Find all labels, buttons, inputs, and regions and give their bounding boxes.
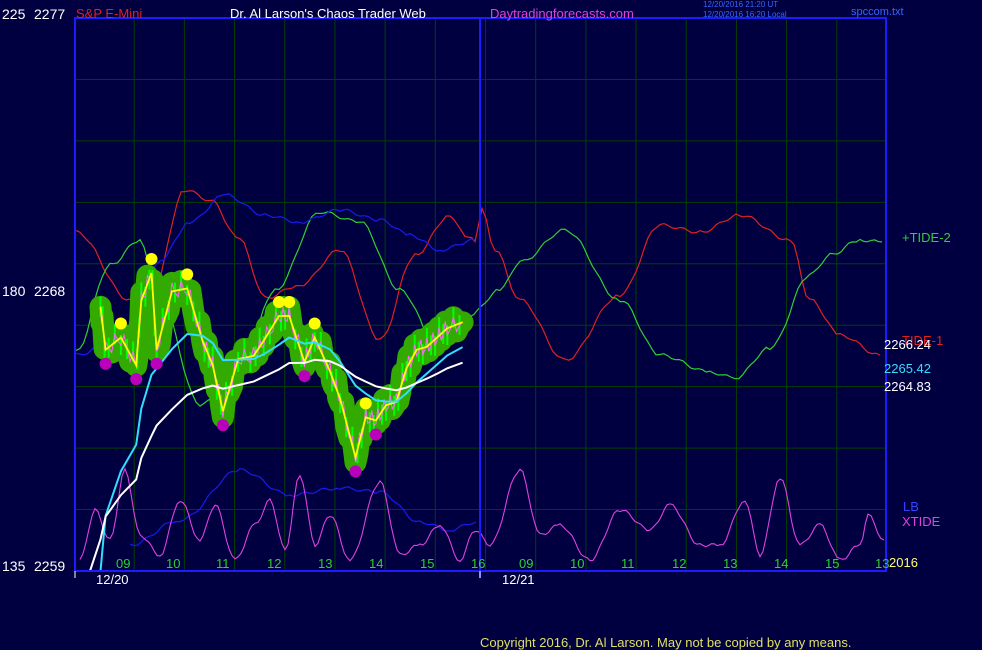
value-label-1: 2266.24 xyxy=(884,337,931,352)
hour-tick-label: 13 xyxy=(723,556,737,571)
price-bottom: 2259 xyxy=(34,558,65,574)
price-top: 2277 xyxy=(34,6,65,22)
lb-lower-line xyxy=(129,468,477,547)
swing-low-marker xyxy=(298,370,311,383)
hour-tick-label: 09 xyxy=(116,556,130,571)
swing-high-marker xyxy=(308,317,321,330)
ma-mid-line xyxy=(80,332,464,572)
year-label: 2016 xyxy=(889,555,918,570)
left-scale-mid: 180 xyxy=(2,283,26,299)
timestamp-local: 12/20/2016 16:20 Local xyxy=(703,10,787,19)
instrument-label: S&P E-Mini xyxy=(76,6,142,21)
ma-slow-line xyxy=(89,358,463,572)
site-link[interactable]: Daytradingforecasts.com xyxy=(490,6,634,21)
price-series xyxy=(80,252,474,572)
ma-fast-line xyxy=(99,272,463,461)
swing-low-marker xyxy=(99,357,112,370)
swing-high-marker xyxy=(273,296,285,309)
date-label-2: 12/21 xyxy=(502,572,535,587)
tide1-label: TIDE-1 xyxy=(902,333,943,348)
swing-low-marker xyxy=(349,465,362,478)
hour-labels: 09 10 11 12 13 14 15 16 09 10 11 12 13 1… xyxy=(116,556,889,571)
copyright: Copyright 2016, Dr. Al Larson. May not b… xyxy=(480,635,851,650)
hour-tick-label: 15 xyxy=(420,556,434,571)
swing-low-marker xyxy=(130,373,143,386)
hour-tick-label: 12 xyxy=(267,556,281,571)
swing-high-marker xyxy=(114,317,127,330)
tide1-line xyxy=(75,190,881,361)
left-scale-bottom: 135 xyxy=(2,558,26,574)
timestamp-ut: 12/20/2016 21:20 UT xyxy=(703,0,778,9)
hour-tick-label: 14 xyxy=(774,556,788,571)
hour-tick-label: 12 xyxy=(672,556,686,571)
hour-tick-label: 13 xyxy=(318,556,332,571)
swing-high-marker xyxy=(359,397,372,410)
left-scale-top: 225 xyxy=(2,6,26,22)
swing-high-marker xyxy=(181,268,194,281)
swing-low-marker xyxy=(369,428,382,441)
swing-high-marker xyxy=(283,296,296,309)
value-label-3: 2264.83 xyxy=(884,379,931,394)
hour-tick-label: 15 xyxy=(825,556,839,571)
swing-low-marker xyxy=(150,357,163,370)
chart-title: Dr. Al Larson's Chaos Trader Web xyxy=(230,6,426,21)
hour-tick-label: 10 xyxy=(166,556,180,571)
swing-high-marker xyxy=(145,252,158,265)
swing-low-marker xyxy=(216,419,229,432)
hour-tick-label: 11 xyxy=(216,556,230,571)
hour-tick-label: 11 xyxy=(621,556,635,571)
lb-label: LB xyxy=(903,499,919,514)
hour-tick-label: 13 xyxy=(875,556,889,571)
value-label-2: 2265.42 xyxy=(884,361,931,376)
xtide-label: XTIDE xyxy=(902,514,941,529)
price-mid: 2268 xyxy=(34,283,65,299)
hour-tick-label: 16 xyxy=(471,556,485,571)
hour-tick-label: 14 xyxy=(369,556,383,571)
data-filename: spccom.txt xyxy=(851,6,904,18)
tide2-label: +TIDE-2 xyxy=(902,230,951,245)
hour-tick-label: 09 xyxy=(519,556,533,571)
date-label-1: 12/20 xyxy=(96,572,129,587)
hour-tick-label: 10 xyxy=(570,556,584,571)
